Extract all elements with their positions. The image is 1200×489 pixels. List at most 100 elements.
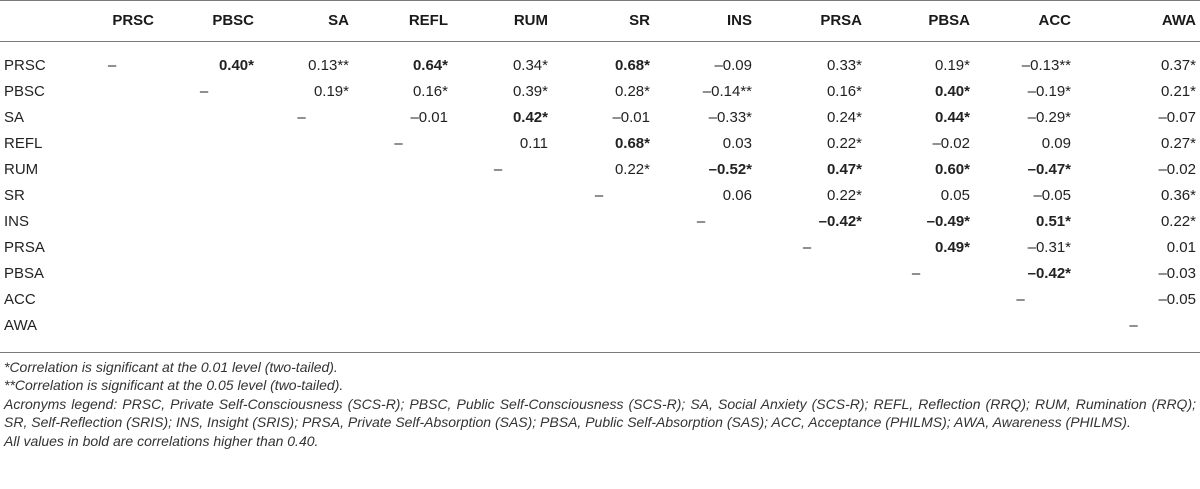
row-label: PBSA [4,265,45,282]
correlation-value: –0.13** [1021,57,1071,74]
empty-cell [349,209,448,235]
correlation-cell: –0.14** [650,79,752,105]
correlation-value: –0.29* [1027,109,1071,126]
correlation-cell: 0.13** [254,41,349,79]
correlation-cell: 0.37* [1071,41,1200,79]
correlation-cell: –0.52* [650,157,752,183]
correlation-cell: –0.03 [1071,261,1200,287]
correlation-value: –0.03 [1158,265,1196,282]
correlation-value-bold: –0.42* [1027,265,1071,282]
empty-cell [254,209,349,235]
correlation-cell: 0.40* [862,79,970,105]
correlation-value: 0.01 [1166,239,1196,256]
table-row: PBSA – –0.42* –0.03 [0,261,1200,287]
empty-cell [254,313,349,339]
correlation-cell: 0.22* [752,131,862,157]
correlation-value: 0.19* [313,83,349,100]
correlation-cell: –0.19* [970,79,1071,105]
correlation-value: –0.05 [1158,291,1196,308]
correlation-cell: –0.01 [548,105,650,131]
correlation-cell: 0.19* [862,41,970,79]
empty-cell [448,261,548,287]
diagonal-dash: – [1016,291,1025,308]
correlation-value-bold: –0.47* [1027,161,1071,178]
empty-cell [349,235,448,261]
correlation-cell: –0.07 [1071,105,1200,131]
correlation-cell: –0.05 [1071,287,1200,313]
empty-cell [349,157,448,183]
correlation-cell: 0.64* [349,41,448,79]
correlation-value-bold: –0.49* [926,213,970,230]
empty-cell [752,261,862,287]
correlation-cell: –0.01 [349,105,448,131]
correlation-value: 0.09 [1041,135,1071,152]
empty-cell [448,287,548,313]
empty-cell [650,313,752,339]
table-body: PRSC –0.40* 0.13** 0.64* 0.34* 0.68* –0.09 0.33… [0,41,1200,339]
correlation-cell: 0.16* [752,79,862,105]
row-label: SA [4,109,25,126]
empty-cell [154,313,254,339]
diagonal-dash: – [802,239,812,256]
correlation-value-bold: –0.42* [818,213,862,230]
correlation-cell: 0.21* [1071,79,1200,105]
empty-cell [970,313,1071,339]
correlation-value-bold: 0.64* [412,57,448,74]
empty-cell [349,313,448,339]
empty-cell [70,131,154,157]
correlation-cell: 0.39* [448,79,548,105]
correlation-value: 0.22* [614,161,650,178]
correlation-cell: 0.68* [548,41,650,79]
correlation-cell: 0.60* [862,157,970,183]
correlation-cell: 0.01 [1071,235,1200,261]
empty-cell [70,261,154,287]
correlation-cell: 0.44* [862,105,970,131]
empty-cell [70,313,154,339]
column-header: PBSA [928,12,970,29]
empty-cell [70,287,154,313]
empty-cell [154,287,254,313]
empty-cell [448,235,548,261]
correlation-value: –0.02 [1158,161,1196,178]
table-row: PRSC – 0.40* 0.13** 0.64* 0.34* 0.68* –0.09 0.33… [0,41,1200,79]
correlation-value-bold: 0.44* [934,109,970,126]
diagonal-dash: – [297,109,306,126]
empty-cell [154,131,254,157]
correlation-value: 0.22* [826,187,862,204]
empty-cell [254,261,349,287]
correlation-value: 0.34* [512,57,548,74]
empty-cell [254,287,349,313]
correlation-value: –0.31* [1027,239,1071,256]
column-header: SA [328,12,349,29]
correlation-value-bold: 0.42* [512,109,548,126]
empty-cell [448,313,548,339]
row-label: SR [4,187,25,204]
column-header: PBSC [212,12,254,29]
empty-cell [650,287,752,313]
empty-cell [349,183,448,209]
correlation-cell: 0.68* [548,131,650,157]
correlation-value: 0.22* [1160,213,1196,230]
empty-cell [254,157,349,183]
row-label: PBSC [4,83,45,100]
correlation-value: 0.16* [826,83,862,100]
empty-cell [862,287,970,313]
empty-cell [154,157,254,183]
correlation-value: –0.05 [1033,187,1071,204]
correlation-value-bold: –0.52* [708,161,752,178]
header-rule [0,41,1200,42]
empty-cell [154,183,254,209]
correlation-cell: –0.02 [862,131,970,157]
table-row: AWA – [0,313,1200,339]
correlation-value: 0.03 [722,135,752,152]
empty-cell [548,209,650,235]
correlation-value: 0.16* [412,83,448,100]
correlation-value: –0.19* [1027,83,1071,100]
table-row: SR – 0.06 0.22* 0.05 –0.05 0.36* [0,183,1200,209]
correlation-cell: –0.49* [862,209,970,235]
correlation-cell: –0.29* [970,105,1071,131]
note-significance-01: *Correlation is significant at the 0.01 … [4,359,338,375]
empty-cell [254,183,349,209]
empty-cell [548,287,650,313]
correlation-value: 0.05 [940,187,970,204]
